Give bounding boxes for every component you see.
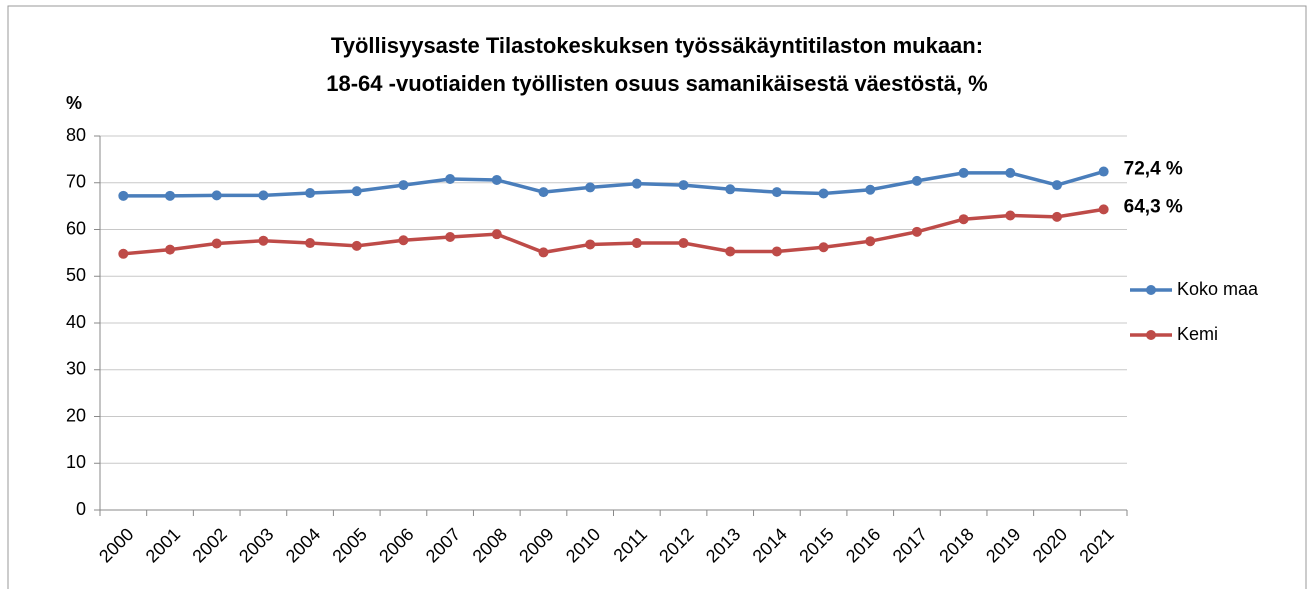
x-tick-label: 2013 (702, 524, 744, 566)
data-point (771, 187, 782, 198)
data-point (445, 231, 456, 242)
data-point (631, 238, 642, 249)
data-point (585, 182, 596, 193)
data-point (585, 239, 596, 250)
x-tick-label: 2005 (328, 524, 370, 566)
chart-title: 18-64 -vuotiaiden työllisten osuus saman… (326, 71, 987, 96)
y-tick-label: 30 (66, 359, 86, 379)
data-point (538, 247, 549, 258)
data-point (725, 246, 736, 257)
y-tick-label: 0 (76, 499, 86, 519)
legend-marker (1146, 285, 1156, 295)
x-tick-label: 2014 (749, 524, 791, 566)
data-label: 64,3 % (1124, 196, 1183, 217)
data-point (1005, 167, 1016, 178)
data-point (678, 238, 689, 249)
data-point (538, 187, 549, 198)
data-point (958, 167, 969, 178)
y-axis-label: % (66, 93, 82, 113)
x-tick-label: 2010 (562, 524, 604, 566)
data-point (865, 236, 876, 247)
data-point (351, 240, 362, 251)
data-point (491, 174, 502, 185)
data-point (118, 248, 129, 259)
x-tick-label: 2007 (422, 524, 464, 566)
data-point (1098, 204, 1109, 215)
data-point (771, 246, 782, 257)
data-point (818, 188, 829, 199)
x-tick-label: 2012 (655, 524, 697, 566)
x-tick-label: 2017 (889, 524, 931, 566)
x-tick-label: 2004 (282, 524, 324, 566)
x-tick-label: 2006 (375, 524, 417, 566)
x-tick-label: 2020 (1029, 524, 1071, 566)
data-point (911, 175, 922, 186)
data-point (725, 184, 736, 195)
y-tick-label: 70 (66, 172, 86, 192)
y-tick-label: 20 (66, 405, 86, 425)
x-tick-label: 2002 (188, 524, 230, 566)
data-point (445, 174, 456, 185)
x-tick-label: 2008 (469, 524, 511, 566)
chart-title: Työllisyysaste Tilastokeskuksen työssäkä… (331, 33, 983, 58)
series-line (123, 169, 1105, 198)
x-tick-label: 2001 (142, 524, 184, 566)
data-point (1051, 211, 1062, 222)
y-tick-label: 10 (66, 452, 86, 472)
data-point (1098, 166, 1109, 177)
x-tick-label: 2021 (1075, 524, 1117, 566)
data-point (165, 244, 176, 255)
data-point (818, 242, 829, 253)
data-point (305, 188, 316, 199)
data-point (911, 226, 922, 237)
data-point (305, 238, 316, 249)
data-point (118, 190, 129, 201)
legend-marker (1146, 330, 1156, 340)
data-point (258, 190, 269, 201)
data-point (631, 178, 642, 189)
chart-frame (7, 5, 1307, 589)
data-point (1051, 180, 1062, 191)
data-point (211, 238, 222, 249)
data-point (1005, 210, 1016, 221)
data-point (865, 184, 876, 195)
data-point (958, 214, 969, 225)
legend-label: Koko maa (1177, 279, 1259, 299)
data-point (398, 235, 409, 246)
y-tick-label: 50 (66, 265, 86, 285)
data-point (351, 186, 362, 197)
data-point (491, 229, 502, 240)
data-point (398, 180, 409, 191)
legend-label: Kemi (1177, 324, 1218, 344)
x-tick-label: 2009 (515, 524, 557, 566)
x-tick-label: 2003 (235, 524, 277, 566)
x-tick-label: 2000 (95, 524, 137, 566)
data-point (211, 190, 222, 201)
y-tick-label: 40 (66, 312, 86, 332)
data-point (678, 180, 689, 191)
data-point (165, 190, 176, 201)
y-tick-label: 80 (66, 125, 86, 145)
x-tick-label: 2015 (795, 524, 837, 566)
series-line (123, 207, 1104, 256)
data-point (258, 235, 269, 246)
x-tick-label: 2016 (842, 524, 884, 566)
y-tick-label: 60 (66, 218, 86, 238)
x-tick-label: 2011 (610, 524, 652, 566)
x-tick-label: 2019 (982, 524, 1024, 566)
data-label: 72,4 % (1124, 159, 1183, 180)
x-tick-label: 2018 (935, 524, 977, 566)
